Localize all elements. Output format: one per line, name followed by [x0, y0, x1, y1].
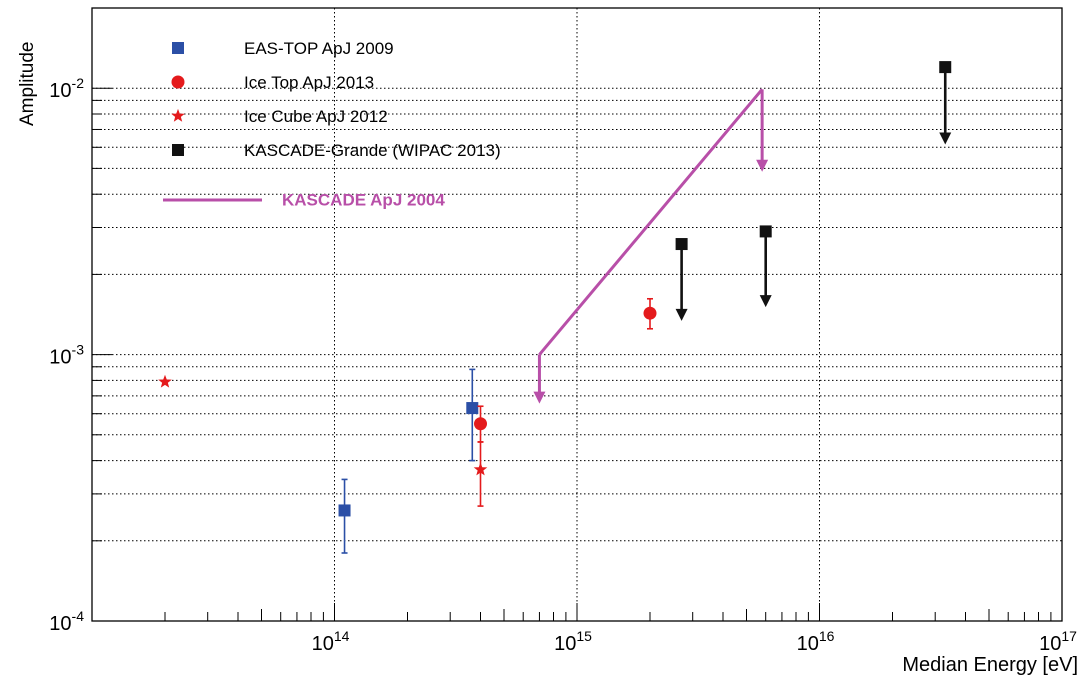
x-tick-label: 1017 [1039, 628, 1077, 655]
data-point [171, 75, 185, 89]
data-point [172, 42, 184, 54]
data-point [939, 61, 952, 74]
x-axis-label: Median Energy [eV] [902, 654, 1078, 676]
data-point [473, 417, 487, 431]
y-tick-label: 10-4 [49, 608, 84, 635]
legend-label: Ice Top ApJ 2013 [244, 73, 374, 92]
x-tick-label: 1014 [312, 628, 350, 655]
y-axis-label: Amplitude [17, 42, 38, 127]
legend-label: Ice Cube ApJ 2012 [244, 107, 388, 126]
y-tick-label: 10-2 [49, 75, 84, 102]
data-point [675, 238, 688, 251]
upper-limit-arrowhead [756, 159, 769, 172]
upper-limit-arrowhead [675, 308, 688, 321]
legend: EAS-TOP ApJ 2009 Ice Top ApJ 2013 Ice Cube… [163, 39, 501, 209]
x-tick-label: 1015 [554, 628, 592, 655]
data-layer [158, 61, 952, 554]
data-point [158, 374, 172, 388]
upper-limit-arrowhead [759, 295, 772, 308]
data-point [643, 306, 657, 320]
data-point [171, 108, 185, 122]
legend-label: KASCADE ApJ 2004 [282, 190, 445, 209]
x-tick-label: 1016 [797, 628, 835, 655]
grid [92, 7, 1062, 621]
legend-label: KASCADE-Grande (WIPAC 2013) [244, 141, 501, 160]
upper-limit-arrowhead [939, 132, 952, 145]
upper-limit-arrowhead [533, 391, 546, 404]
data-point [338, 504, 351, 517]
y-tick-label: 10-3 [49, 342, 84, 369]
axis-labels: Median Energy [eV] Amplitude [17, 42, 1078, 676]
data-point [759, 225, 772, 238]
data-point [466, 402, 479, 415]
data-point [473, 462, 488, 476]
data-point [172, 144, 184, 156]
axes: 1014 1015 1016 1017 10-4 10-3 10-2 [49, 7, 1077, 655]
legend-label: EAS-TOP ApJ 2009 [244, 39, 394, 58]
kascade-line [538, 88, 764, 356]
